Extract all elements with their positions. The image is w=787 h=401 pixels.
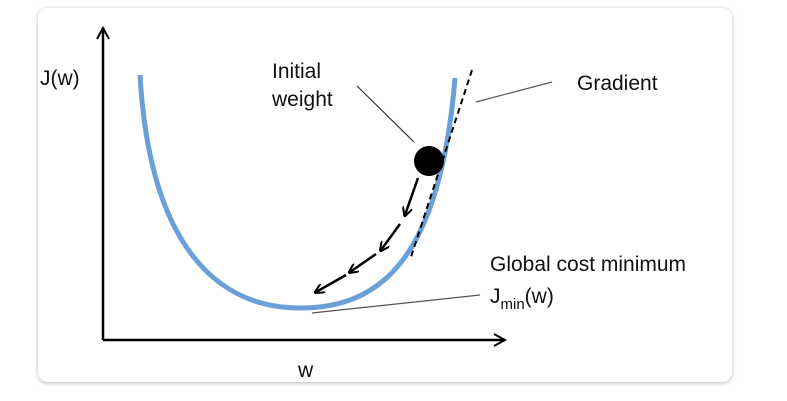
x-axis-label: w (297, 359, 314, 382)
subscript: min (501, 296, 525, 313)
step-arrow (350, 252, 377, 272)
initial-weight-point (414, 146, 444, 176)
symbol: J (490, 285, 501, 308)
leader-line (311, 294, 481, 314)
step-arrow (405, 177, 420, 215)
y-axis-label: J(w) (40, 67, 80, 90)
leader-line (475, 81, 553, 103)
initial-weight-label: Initial (272, 60, 321, 83)
argument: (w) (525, 285, 554, 308)
card (38, 8, 732, 382)
initial-weight-label: weight (271, 88, 333, 111)
gradient-tangent (409, 69, 473, 261)
minimum-symbol: Jmin(w) (490, 285, 554, 313)
leader-line (356, 85, 415, 143)
descent-steps (316, 177, 420, 292)
cost-curve (137, 74, 458, 311)
step-arrow (381, 223, 402, 250)
minimum-label: Global cost minimum (490, 253, 686, 276)
gradient-label: Gradient (577, 72, 658, 95)
step-arrow (316, 273, 347, 292)
